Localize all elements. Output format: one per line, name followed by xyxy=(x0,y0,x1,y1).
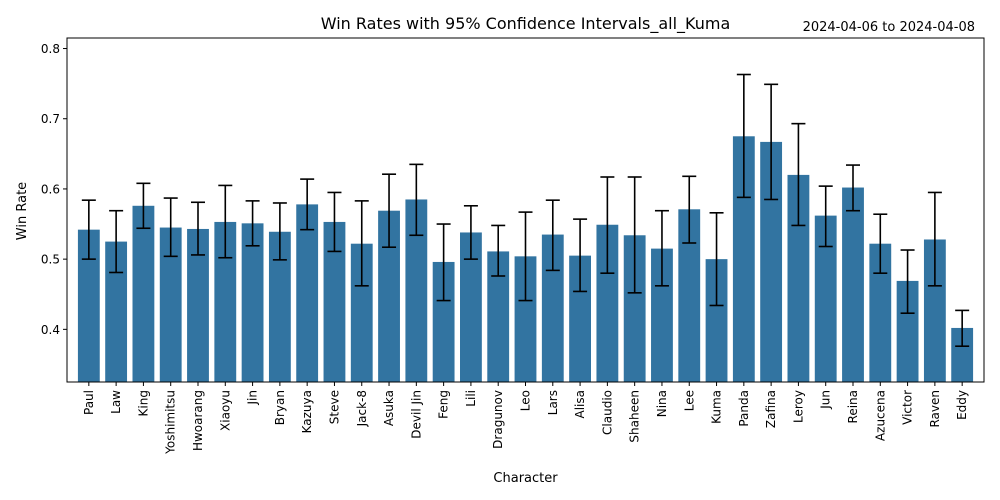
bar-leroy xyxy=(787,174,810,382)
x-axis-ticks: Paul Law King Yoshimitsu Hwoarang Xiaoyu Jin Br… xyxy=(82,382,969,455)
y-axis-ticks: 0.4 0.5 0.6 0.7 0.8 xyxy=(41,42,67,337)
bars-group xyxy=(77,136,974,382)
bar-leo xyxy=(514,256,537,382)
bar-shaheen xyxy=(623,235,646,382)
date-range-label: 2024-04-06 to 2024-04-08 xyxy=(803,20,975,35)
x-tick-label: Kuma xyxy=(710,390,724,424)
x-tick-label: Kazuya xyxy=(300,390,314,433)
bar-zafina xyxy=(760,141,783,382)
x-tick-label: Lars xyxy=(546,390,560,415)
chart-title: Win Rates with 95% Confidence Intervals_… xyxy=(321,14,731,34)
x-tick-label: Xiaoyu xyxy=(218,390,232,431)
x-tick-label: Raven xyxy=(928,390,942,428)
bar-xiaoyu xyxy=(214,221,237,382)
bar-yoshimitsu xyxy=(159,227,182,382)
bar-lili xyxy=(460,232,482,382)
bar-jin xyxy=(241,223,264,382)
x-tick-label: Feng xyxy=(437,390,451,419)
bar-kazuya xyxy=(296,204,319,382)
bar-bryan xyxy=(268,231,291,382)
x-tick-label: Victor xyxy=(901,390,915,425)
x-tick-label: Reina xyxy=(846,390,860,423)
bar-eddy xyxy=(951,327,974,382)
bar-feng xyxy=(432,261,455,382)
bar-paul xyxy=(77,229,100,382)
x-tick-label: Claudio xyxy=(600,390,614,435)
x-tick-label: Leroy xyxy=(791,390,805,423)
x-tick-label: Dragunov xyxy=(491,390,505,449)
x-tick-label: Leo xyxy=(519,390,533,411)
x-tick-label: Jin xyxy=(246,390,260,405)
x-tick-label: Panda xyxy=(737,390,751,427)
bar-reina xyxy=(842,187,864,382)
error-bars-group xyxy=(81,73,970,347)
x-tick-label: Jack-8 xyxy=(355,390,369,427)
x-tick-label: King xyxy=(136,390,150,416)
x-tick-label: Azucena xyxy=(873,390,887,441)
x-tick-label: Bryan xyxy=(273,390,287,425)
bar-alisa xyxy=(569,255,591,382)
bar-azucena xyxy=(869,243,892,382)
x-tick-label: Asuka xyxy=(382,390,396,426)
y-tick-label: 0.6 xyxy=(41,182,60,196)
x-tick-label: Nina xyxy=(655,390,669,417)
x-tick-label: Alisa xyxy=(573,390,587,418)
bar-asuka xyxy=(378,210,400,382)
bar-raven xyxy=(923,239,946,382)
x-tick-label: Lee xyxy=(682,390,696,411)
y-tick-label: 0.4 xyxy=(41,323,60,337)
x-tick-label: Eddy xyxy=(955,390,969,420)
bar-victor xyxy=(896,280,919,382)
bar-lars xyxy=(541,234,564,382)
x-tick-label: Jun xyxy=(819,390,833,410)
bar-claudio xyxy=(596,224,619,382)
bar-dragunov xyxy=(487,251,510,382)
plot-frame xyxy=(66,37,985,383)
y-tick-label: 0.5 xyxy=(41,253,60,267)
x-axis-label: Character xyxy=(493,471,558,486)
bar-nina xyxy=(651,248,673,382)
bar-kuma xyxy=(705,259,728,382)
bar-steve xyxy=(323,221,346,382)
bar-jack-8 xyxy=(350,243,373,382)
y-tick-label: 0.8 xyxy=(41,42,60,56)
x-tick-label: Paul xyxy=(82,390,96,415)
y-tick-label: 0.7 xyxy=(41,112,60,126)
bar-hwoarang xyxy=(187,228,209,382)
x-tick-label: Hwoarang xyxy=(191,390,205,451)
bar-lee xyxy=(678,209,701,382)
bar-law xyxy=(105,241,128,382)
bar-devil-jin xyxy=(405,199,428,382)
x-tick-label: Yoshimitsu xyxy=(164,390,178,455)
x-tick-label: Steve xyxy=(327,390,341,424)
x-tick-label: Devil Jin xyxy=(409,390,423,439)
x-tick-label: Lili xyxy=(464,390,478,407)
x-tick-label: Shaheen xyxy=(628,390,642,443)
x-tick-label: Zafina xyxy=(764,390,778,428)
y-axis-label: Win Rate xyxy=(15,182,30,240)
bar-jun xyxy=(814,215,837,382)
x-tick-label: Law xyxy=(109,390,123,414)
bar-king xyxy=(132,205,155,382)
